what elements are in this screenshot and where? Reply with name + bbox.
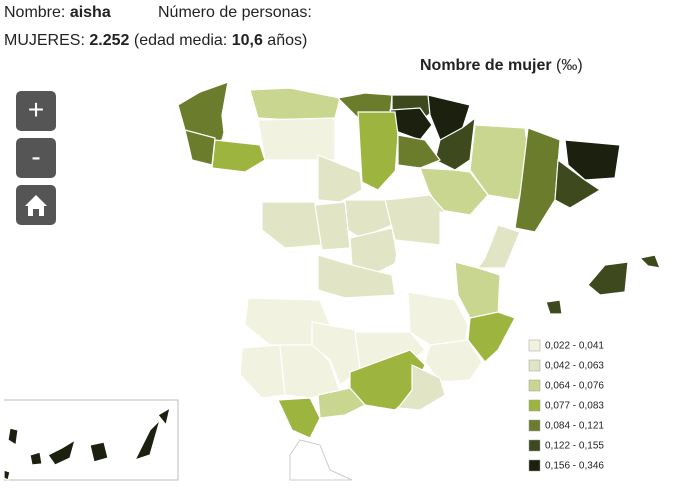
age-label: (edad media: <box>133 32 228 49</box>
province <box>514 127 561 233</box>
north-africa <box>289 439 353 481</box>
age: 10,6 <box>231 32 263 49</box>
legend-label: 0,042 - 0,063 <box>545 361 604 372</box>
province <box>587 261 629 296</box>
count-label: Número de personas: <box>158 4 312 21</box>
legend-label: 0,064 - 0,076 <box>545 381 604 392</box>
legend-swatch <box>528 399 541 412</box>
province <box>89 441 109 463</box>
province <box>545 299 563 315</box>
canarias-frame <box>4 399 179 481</box>
province <box>264 159 319 203</box>
name: aisha <box>69 4 111 21</box>
header-line-2: MUJERES: 2.252 (edad media: 10,6 años) <box>4 32 307 50</box>
title-text: Nombre de mujer <box>420 57 552 74</box>
province <box>47 438 76 466</box>
province <box>7 427 19 447</box>
province <box>396 364 446 411</box>
name-label: Nombre: <box>4 4 66 21</box>
province <box>261 201 323 249</box>
province <box>133 417 162 462</box>
legend-swatch <box>528 419 541 432</box>
province <box>3 469 11 481</box>
header-line-1: Nombre: aisha Número de personas: <box>4 4 312 22</box>
legend-label: 0,084 - 0,121 <box>545 421 604 432</box>
legend-swatch <box>528 439 541 452</box>
legend-swatch <box>528 359 541 372</box>
province <box>311 321 361 386</box>
legend: 0,022 - 0,041 0,042 - 0,063 0,064 - 0,076 0… <box>528 339 604 472</box>
province <box>277 397 321 439</box>
zoom-out-button[interactable]: - <box>16 138 56 178</box>
province <box>157 406 171 427</box>
province <box>349 227 399 273</box>
province <box>251 247 323 301</box>
province <box>239 344 286 399</box>
legend-swatch <box>528 459 541 472</box>
women-label: MUJERES: <box>4 32 85 49</box>
province <box>394 244 459 301</box>
home-icon <box>25 195 47 216</box>
province <box>454 261 501 319</box>
title-unit: (‰) <box>556 57 583 74</box>
province <box>638 254 661 269</box>
legend-label: 0,077 - 0,083 <box>545 401 604 412</box>
map-title: Nombre de mujer (‰) <box>420 57 583 74</box>
province <box>317 387 366 419</box>
province <box>476 224 521 269</box>
legend-swatch <box>528 339 541 352</box>
province <box>257 117 336 161</box>
province <box>249 87 341 121</box>
zoom-in-button[interactable]: + <box>16 91 56 131</box>
legend-label: 0,156 - 0,346 <box>545 461 604 472</box>
home-button[interactable] <box>16 185 56 225</box>
province <box>314 201 351 251</box>
provinces <box>177 81 661 439</box>
legend-label: 0,122 - 0,155 <box>545 441 604 452</box>
province <box>407 291 469 346</box>
province <box>564 139 621 181</box>
legend-swatch <box>528 379 541 392</box>
legend-label: 0,022 - 0,041 <box>545 341 604 352</box>
province <box>317 154 363 203</box>
province <box>554 158 602 209</box>
canarias <box>3 406 171 481</box>
province <box>469 124 531 201</box>
age-unit: años) <box>267 32 308 49</box>
province <box>317 254 396 299</box>
province <box>211 139 266 173</box>
province <box>424 339 483 383</box>
province <box>397 134 441 169</box>
province <box>29 451 43 466</box>
women-count: 2.252 <box>89 32 130 49</box>
